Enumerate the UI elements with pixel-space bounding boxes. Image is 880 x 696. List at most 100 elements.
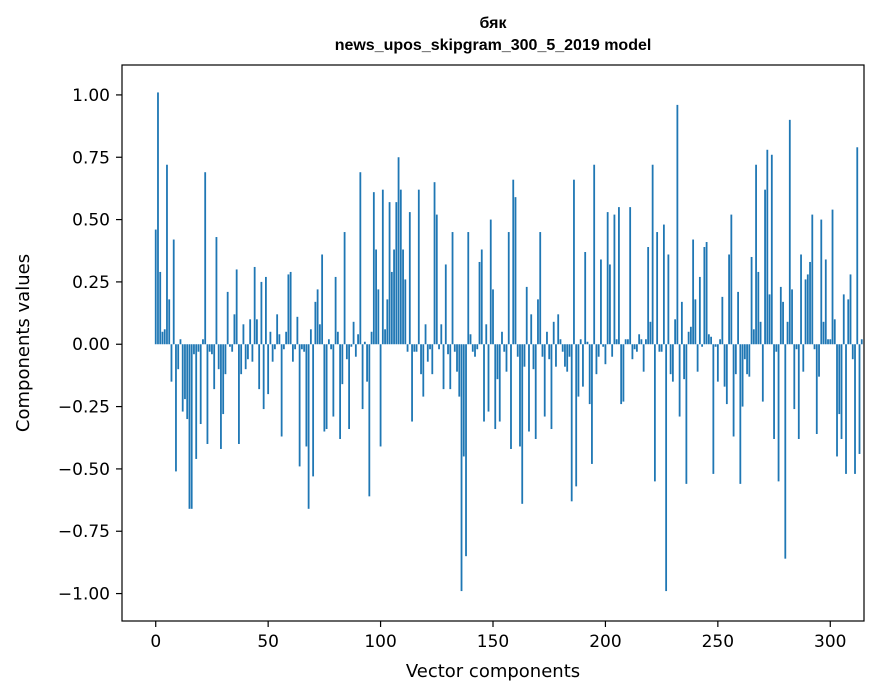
bar: [312, 344, 315, 477]
bar: [793, 344, 796, 410]
bar: [435, 214, 438, 345]
bar: [186, 344, 189, 420]
bar: [838, 344, 841, 415]
bar: [707, 334, 710, 345]
bar: [269, 331, 272, 345]
bar: [343, 232, 346, 345]
bar: [330, 344, 333, 350]
y-tick-label: 0.75: [72, 148, 110, 168]
bar: [568, 344, 571, 357]
x-tick-label: 150: [477, 632, 509, 652]
bar: [325, 344, 328, 430]
bar: [163, 329, 166, 345]
bar: [723, 344, 726, 387]
bar: [480, 249, 483, 345]
bar: [384, 329, 386, 345]
y-axis: 1.00 0.75 0.50 0.25 0.00 −0.25 −0.50 −0.75 −1.00: [58, 86, 122, 605]
bar: [417, 189, 420, 345]
y-tick-label: 0.25: [72, 273, 110, 293]
bar: [206, 344, 209, 444]
bar: [824, 259, 827, 345]
bar: [667, 254, 670, 345]
bar: [847, 299, 850, 345]
bar: [692, 239, 695, 345]
bar: [573, 179, 575, 345]
bar: [235, 269, 238, 345]
bar: [631, 344, 634, 360]
bar: [766, 149, 769, 345]
x-tick-label: 250: [702, 632, 734, 652]
bar: [645, 339, 647, 345]
bar: [694, 299, 697, 345]
bar: [431, 344, 434, 375]
bar: [829, 339, 832, 345]
bar: [453, 344, 456, 352]
bar: [287, 274, 290, 345]
bar: [854, 344, 856, 474]
bar: [784, 344, 787, 559]
bar: [447, 344, 449, 355]
bar: [537, 299, 539, 345]
bar: [591, 344, 593, 464]
bar: [609, 264, 611, 345]
bar: [701, 344, 704, 347]
bar: [366, 344, 368, 382]
bar: [170, 344, 173, 382]
bar: [458, 344, 461, 397]
bar: [168, 299, 171, 345]
bar: [305, 344, 308, 447]
bar: [444, 264, 447, 345]
bar: [314, 301, 317, 345]
bar: [433, 182, 436, 345]
bar: [498, 344, 501, 422]
bar: [492, 289, 494, 345]
bar: [307, 344, 310, 509]
bar: [298, 344, 301, 467]
bar: [496, 344, 499, 380]
bar: [750, 256, 753, 345]
bar: [716, 344, 719, 382]
bar: [438, 344, 440, 350]
bar: [624, 339, 627, 345]
x-tick-label: 0: [150, 632, 161, 652]
bar: [584, 252, 587, 345]
bar: [485, 324, 488, 345]
bar: [345, 344, 348, 360]
bar: [406, 344, 409, 352]
bar: [161, 331, 164, 345]
bar: [820, 219, 823, 345]
bar: [676, 104, 679, 345]
bar: [348, 344, 350, 430]
bar: [728, 254, 730, 345]
bar: [456, 344, 458, 372]
bar: [710, 336, 712, 345]
bar: [303, 344, 306, 352]
bar: [656, 232, 659, 345]
bar: [476, 344, 479, 350]
bar: [523, 344, 526, 367]
bar: [190, 344, 193, 509]
bar: [512, 179, 515, 345]
bar: [658, 344, 661, 352]
bar: [278, 334, 281, 345]
bar: [555, 344, 557, 367]
bar: [377, 289, 380, 345]
bar: [184, 344, 186, 400]
bar: [202, 339, 204, 345]
bar: [845, 344, 847, 474]
bar: [833, 319, 836, 345]
bar: [494, 344, 497, 430]
bar: [249, 319, 252, 345]
bar: [647, 247, 650, 345]
bar: [575, 344, 578, 487]
bar: [411, 344, 413, 422]
bar: [238, 344, 240, 444]
bar: [685, 344, 688, 484]
bar: [782, 301, 784, 345]
bar: [375, 249, 377, 345]
bar: [296, 316, 299, 345]
bar: [541, 344, 544, 357]
bar: [199, 344, 202, 425]
bar: [674, 319, 677, 345]
bar: [413, 344, 416, 352]
